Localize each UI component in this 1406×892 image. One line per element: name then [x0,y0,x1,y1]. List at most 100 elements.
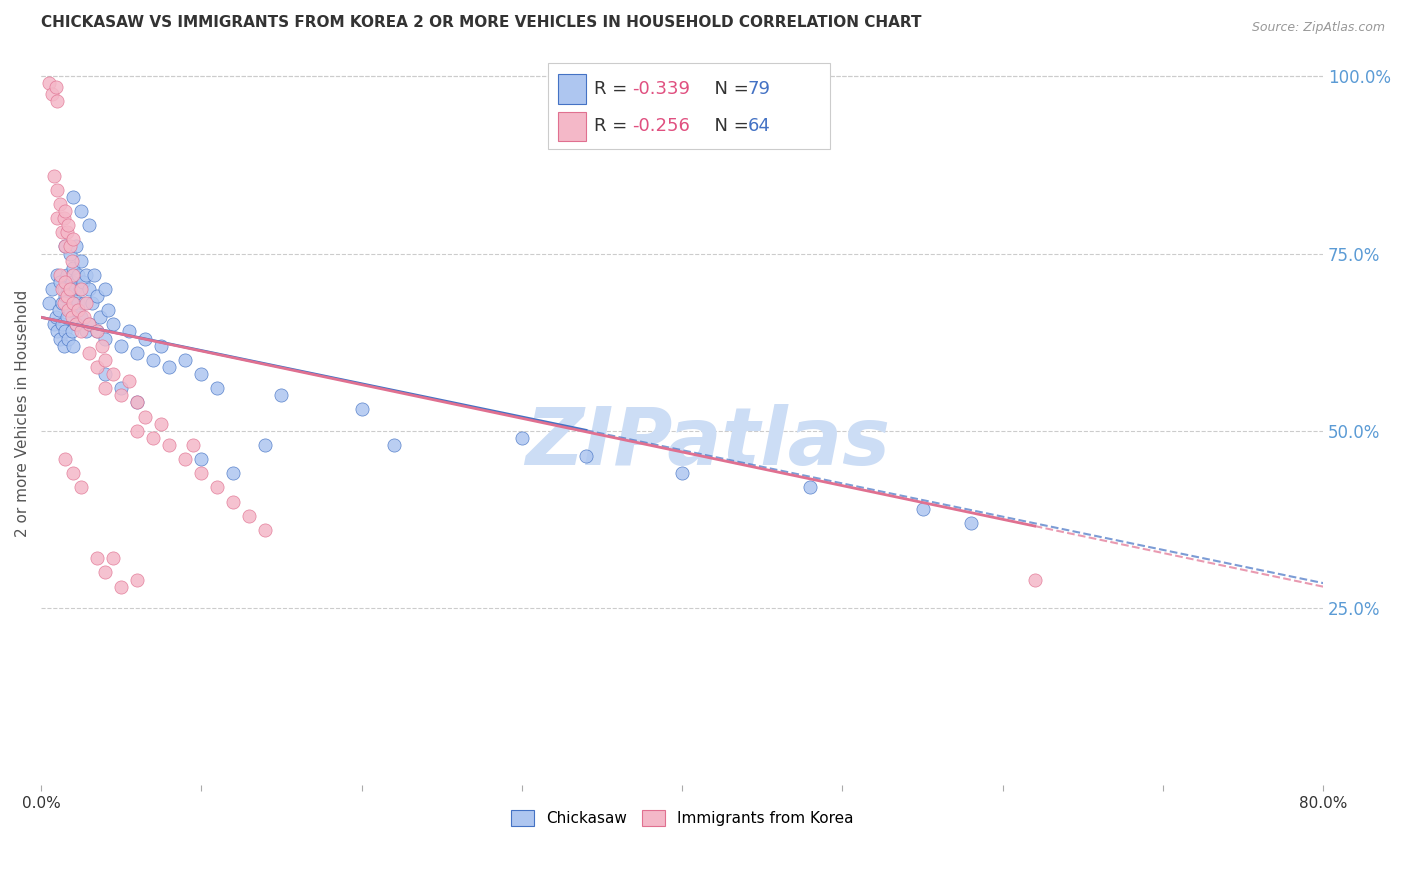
Point [52,296,75,310]
Text: CHICKASAW VS IMMIGRANTS FROM KOREA 2 OR MORE VEHICLES IN HOUSEHOLD CORRELATION C: CHICKASAW VS IMMIGRANTS FROM KOREA 2 OR … [41,15,921,30]
Point [270,388,292,402]
Point [46,211,69,225]
Point [238,508,260,523]
Point [59,246,82,260]
Point [62,467,84,481]
Point [86,289,108,303]
Point [53,239,76,253]
Text: -0.339: -0.339 [633,80,690,98]
Point [72,275,94,289]
Point [66,303,89,318]
Point [127,395,149,409]
Point [103,318,125,332]
Point [53,239,76,253]
Text: Source: ZipAtlas.com: Source: ZipAtlas.com [1251,21,1385,34]
Point [134,409,156,424]
Point [70,480,93,494]
Point [94,381,117,395]
Point [65,239,87,253]
Point [52,282,75,296]
Point [174,452,197,467]
Point [48,303,70,318]
Point [150,339,173,353]
Point [49,268,72,282]
Point [86,551,108,566]
Y-axis label: 2 or more Vehicles in Household: 2 or more Vehicles in Household [15,289,30,537]
Point [46,325,69,339]
Point [53,325,76,339]
Point [58,332,80,346]
Point [190,367,212,381]
Text: R =: R = [593,118,633,136]
Point [58,282,80,296]
Point [53,452,76,467]
Point [959,516,981,530]
Point [60,275,83,289]
Point [190,452,212,467]
Point [62,296,84,310]
Point [42,169,65,183]
Point [118,325,141,339]
Point [44,79,66,94]
Point [671,467,693,481]
Point [53,289,76,303]
Point [58,303,80,318]
Point [70,253,93,268]
Point [55,268,77,282]
Point [91,339,114,353]
Point [46,94,69,108]
Point [46,183,69,197]
Point [58,218,80,232]
Point [70,310,93,325]
Point [94,566,117,580]
Point [59,239,82,253]
Point [254,438,277,452]
Point [60,253,83,268]
Point [77,218,100,232]
Point [73,310,96,325]
Point [157,359,180,374]
Point [65,318,87,332]
Point [575,449,598,463]
Text: R =: R = [593,80,633,98]
Point [59,303,82,318]
Point [49,197,72,211]
Text: N =: N = [703,118,754,136]
Point [77,318,100,332]
Point [55,225,77,239]
Text: 79: 79 [748,80,770,98]
Point [63,282,86,296]
Point [70,325,93,339]
Point [799,480,821,494]
Point [46,268,69,282]
Point [60,310,83,325]
Text: N =: N = [703,80,754,98]
Point [41,87,63,101]
Point [118,374,141,388]
Point [183,438,205,452]
Point [86,359,108,374]
Point [94,332,117,346]
Point [350,402,373,417]
Point [222,467,245,481]
Point [190,467,212,481]
Point [73,296,96,310]
Point [62,260,84,275]
Point [207,480,229,494]
FancyBboxPatch shape [547,63,830,149]
Point [55,310,77,325]
Point [127,395,149,409]
Point [62,268,84,282]
Point [75,296,97,310]
Point [51,225,73,239]
Text: -0.256: -0.256 [633,118,690,136]
Point [110,339,132,353]
Text: ZIPatlas: ZIPatlas [526,404,890,482]
Point [174,352,197,367]
FancyBboxPatch shape [558,74,586,104]
Point [69,282,91,296]
Point [65,318,87,332]
Point [38,296,60,310]
Point [75,268,97,282]
Point [44,310,66,325]
